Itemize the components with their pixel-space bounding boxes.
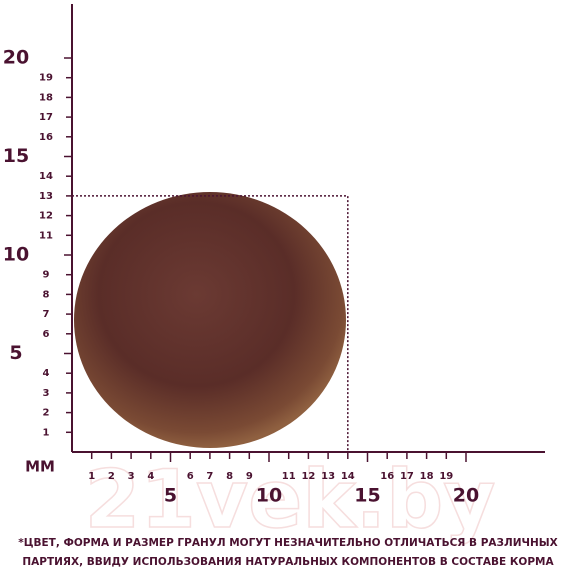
h-minor-label: 11 xyxy=(282,471,296,482)
footnote-line: *ЦВЕТ, ФОРМА И РАЗМЕР ГРАНУЛ МОГУТ НЕЗНА… xyxy=(18,537,557,549)
v-minor-label: 9 xyxy=(43,270,50,281)
v-minor-label: 17 xyxy=(39,112,53,123)
h-minor-label: 6 xyxy=(187,471,194,482)
h-minor-label: 1 xyxy=(88,471,95,482)
h-minor-label: 8 xyxy=(226,471,233,482)
v-major-label: 20 xyxy=(3,47,29,69)
v-minor-label: 11 xyxy=(39,230,53,241)
h-minor-label: 2 xyxy=(108,471,115,482)
v-major-label: 10 xyxy=(3,244,29,266)
h-minor-label: 4 xyxy=(147,471,154,482)
v-minor-label: 8 xyxy=(43,289,50,300)
v-minor-label: 6 xyxy=(43,329,50,340)
watermark: 21vek.by xyxy=(85,453,496,546)
v-major-label: 5 xyxy=(9,342,22,364)
v-minor-label: 19 xyxy=(39,73,53,84)
v-minor-label: 16 xyxy=(39,132,53,143)
h-minor-label: 3 xyxy=(128,471,135,482)
v-major-label: 15 xyxy=(3,145,29,167)
v-minor-label: 4 xyxy=(43,368,50,379)
h-minor-label: 17 xyxy=(400,471,414,482)
v-minor-label: 7 xyxy=(43,309,50,320)
h-minor-label: 19 xyxy=(439,471,453,482)
h-major-label: 20 xyxy=(453,485,479,507)
kibble xyxy=(74,192,346,448)
h-major-label: 15 xyxy=(354,485,380,507)
v-minor-label: 1 xyxy=(43,427,50,438)
h-minor-label: 18 xyxy=(420,471,434,482)
h-minor-label: 16 xyxy=(380,471,394,482)
h-minor-label: 13 xyxy=(321,471,335,482)
v-minor-label: 12 xyxy=(39,211,53,222)
v-minor-label: 13 xyxy=(39,191,53,202)
unit-label: ММ xyxy=(25,458,55,476)
h-minor-label: 14 xyxy=(341,471,355,482)
h-minor-label: 7 xyxy=(206,471,213,482)
footnote-line: ПАРТИЯХ, ВВИДУ ИСПОЛЬЗОВАНИЯ НАТУРАЛЬНЫХ… xyxy=(22,556,554,568)
h-major-label: 10 xyxy=(256,485,282,507)
v-minor-label: 18 xyxy=(39,92,53,103)
v-minor-label: 14 xyxy=(39,171,53,182)
h-major-label: 5 xyxy=(164,485,177,507)
v-minor-label: 2 xyxy=(43,408,50,419)
h-minor-label: 12 xyxy=(301,471,315,482)
v-minor-label: 3 xyxy=(43,388,50,399)
h-minor-label: 9 xyxy=(246,471,253,482)
